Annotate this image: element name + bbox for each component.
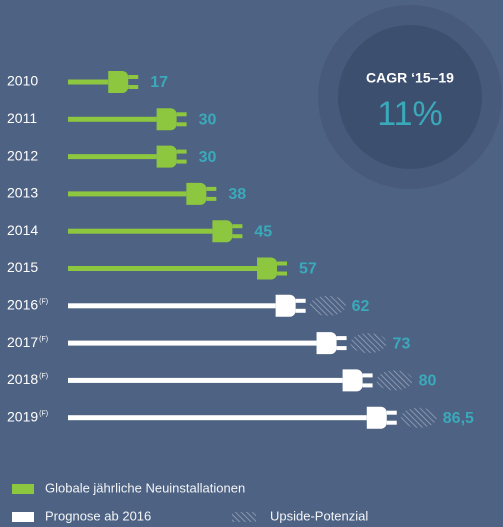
y-tick-label: 2018 xyxy=(7,371,38,387)
badge xyxy=(338,25,482,169)
category-note: (F) xyxy=(39,336,48,343)
prong xyxy=(176,112,187,117)
y-tick-label: 2010 xyxy=(7,73,38,89)
plug-bar xyxy=(68,257,288,280)
y-tick-label: 2012 xyxy=(7,147,38,163)
prong xyxy=(336,346,347,351)
prong xyxy=(206,186,217,191)
badge-value: 11% xyxy=(377,95,443,133)
plug-body xyxy=(156,108,177,131)
plug-bar xyxy=(68,182,217,205)
value-label: 38 xyxy=(228,186,246,203)
cord xyxy=(68,116,157,122)
prong xyxy=(128,85,139,89)
prong xyxy=(362,383,373,388)
cord xyxy=(68,154,157,160)
cord xyxy=(68,79,109,85)
plug-body xyxy=(108,71,129,93)
legend-swatch xyxy=(232,512,256,522)
plot: 2010 17 2011 30 2012 30 2013 38 2014 45 2015 57 2016… xyxy=(7,71,474,429)
cord xyxy=(68,228,213,234)
value-label: 17 xyxy=(150,74,168,91)
plug-bar xyxy=(68,108,187,131)
category-note: (F) xyxy=(39,373,48,380)
plug-bar xyxy=(68,332,347,355)
legend-label: Prognose ab 2016 xyxy=(45,508,151,523)
prong xyxy=(277,261,288,266)
value-label: 80 xyxy=(419,373,437,390)
prong xyxy=(206,196,217,201)
value-label: 86,5 xyxy=(443,410,474,427)
cord xyxy=(68,191,187,197)
legend: Globale jährliche Neuinstallationen Progn… xyxy=(12,480,368,523)
cord xyxy=(68,303,276,309)
prong xyxy=(232,224,243,229)
y-tick-label: 2015 xyxy=(7,259,38,275)
upside xyxy=(376,370,413,391)
value-label: 45 xyxy=(254,223,272,240)
upside xyxy=(309,295,346,316)
cord xyxy=(68,377,343,383)
plug-bar xyxy=(68,406,397,429)
plug-body xyxy=(316,332,337,355)
value-label: 30 xyxy=(199,149,217,166)
cord xyxy=(68,415,367,421)
upside xyxy=(400,407,437,428)
prong xyxy=(176,159,187,164)
value-label: 73 xyxy=(393,335,411,352)
upside xyxy=(350,333,387,354)
y-tick-label: 2019 xyxy=(7,408,38,424)
value-label: 57 xyxy=(299,261,317,278)
plug-bar xyxy=(68,294,306,317)
plug-body xyxy=(156,145,177,168)
cord xyxy=(68,340,317,346)
plug-bar xyxy=(68,220,243,243)
badge-label: CAGR ‘15–19 xyxy=(366,70,454,86)
plug-body xyxy=(366,406,387,429)
plug-bar xyxy=(68,71,139,93)
plug-body xyxy=(186,182,207,205)
prong xyxy=(277,271,288,276)
prong xyxy=(295,308,306,313)
prong xyxy=(386,420,397,425)
prong xyxy=(362,373,373,378)
plug-body xyxy=(275,294,296,317)
plug-bar xyxy=(68,145,187,168)
plug-body xyxy=(257,257,278,280)
category-note: (F) xyxy=(39,299,48,306)
prong xyxy=(386,410,397,415)
prong xyxy=(295,298,306,303)
prong xyxy=(176,149,187,154)
legend-label: Upside-Potenzial xyxy=(270,508,368,523)
value-label: 30 xyxy=(199,112,217,129)
y-tick-label: 2011 xyxy=(7,110,37,126)
plug-bar xyxy=(68,369,373,392)
value-label: 62 xyxy=(352,298,370,315)
y-tick-label: 2014 xyxy=(7,222,38,238)
prong xyxy=(232,234,243,239)
category-note: (F) xyxy=(39,411,48,418)
legend-swatch xyxy=(12,512,34,522)
cord xyxy=(68,266,258,271)
prong xyxy=(336,336,347,341)
plug-body xyxy=(342,369,363,392)
y-tick-label: 2017 xyxy=(7,334,38,350)
prong xyxy=(128,75,139,79)
y-tick-label: 2016 xyxy=(7,297,38,313)
legend-label: Globale jährliche Neuinstallationen xyxy=(45,480,245,495)
legend-swatch xyxy=(12,484,34,494)
plug-body xyxy=(212,220,233,243)
prong xyxy=(176,122,187,127)
y-tick-label: 2013 xyxy=(7,185,38,201)
